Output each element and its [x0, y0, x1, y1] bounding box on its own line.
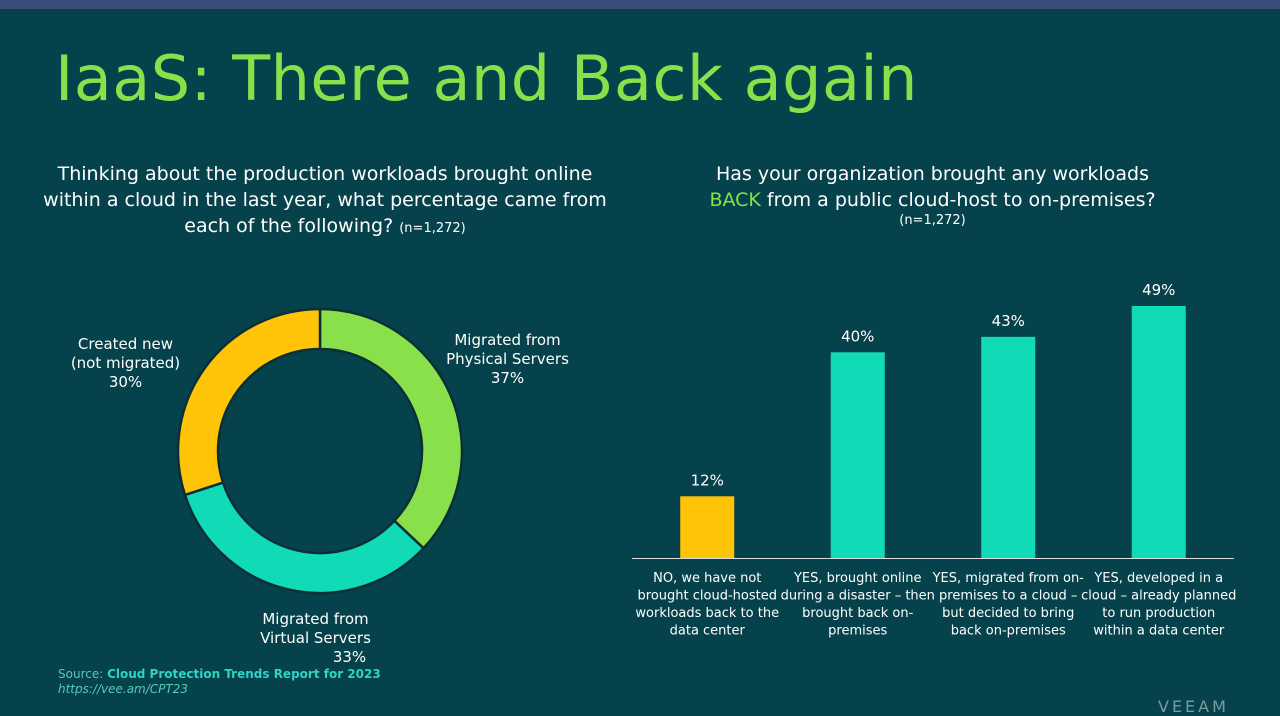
bar-category-label-2-line-1: YES, brought online: [793, 571, 922, 586]
bar-category-label-3-line-4: back on-premises: [951, 624, 1066, 639]
bar-category-label-3-line-2: premises to a cloud –: [939, 589, 1077, 604]
donut-label-physical-line2: Physical Servers: [446, 350, 569, 368]
bar-value-label-3: 43%: [992, 312, 1025, 330]
donut-slice-created: [176, 307, 322, 497]
donut-label-virtual-line2: Virtual Servers: [260, 629, 371, 647]
donut-label-physical: Migrated from Physical Servers 37%: [440, 331, 575, 388]
bar-value-label-2: 40%: [841, 327, 874, 345]
bar-4: [1131, 306, 1186, 558]
donut-slice-physical: [318, 307, 464, 550]
bar-category-label-4-line-3: to run production: [1102, 606, 1215, 621]
source-prefix: Source:: [58, 667, 108, 681]
right-question-accent: BACK: [709, 189, 761, 211]
donut-label-physical-pct: 37%: [490, 369, 525, 387]
bar-2: [830, 352, 885, 558]
right-question-line1: Has your organization brought any worklo…: [716, 163, 1149, 185]
source-note: Source: Cloud Protection Trends Report f…: [58, 667, 381, 697]
donut-label-created-pct: 30%: [108, 373, 143, 391]
donut-label-created-line2: (not migrated): [70, 354, 181, 372]
donut-slice-virtual: [183, 480, 426, 595]
source-url[interactable]: https://vee.am/CPT23: [58, 682, 188, 696]
donut-label-virtual: Migrated from Virtual Servers 33%: [248, 610, 383, 667]
bar-category-label-1-line-3: workloads back to the: [635, 606, 779, 621]
donut-label-virtual-line1: Migrated from: [262, 610, 369, 628]
left-question-text: Thinking about the production workloads …: [43, 163, 607, 237]
bar-category-label-3-line-1: YES, migrated from on-: [932, 571, 1085, 586]
bar-value-label-1: 12%: [691, 471, 724, 489]
donut-label-created-line1: Created new: [77, 335, 174, 353]
bar-chart: 12% NO, we have not brought cloud-hosted wo…: [632, 281, 1236, 639]
top-accent-bar: [0, 0, 1280, 9]
bar-category-label-1-line-2: brought cloud-hosted: [638, 589, 777, 604]
bar-category-label-1-line-1: NO, we have not: [653, 571, 761, 586]
bar-category-label-4-line-4: within a data center: [1093, 624, 1225, 639]
bar-category-label-4-line-2: cloud – already planned: [1081, 589, 1236, 604]
bar-category-label-4-line-1: YES, developed in a: [1093, 571, 1223, 586]
left-question: Thinking about the production workloads …: [40, 161, 610, 242]
donut-label-physical-line1: Migrated from: [454, 331, 561, 349]
source-report-name: Cloud Protection Trends Report for 2023: [107, 667, 381, 681]
bar-category-label-2-line-4: premises: [828, 624, 887, 639]
bar-category-label-2-line-2: during a disaster – then: [781, 589, 935, 604]
bar-category-label-2-line-3: brought back on-: [802, 606, 913, 621]
bar-value-label-4: 49%: [1142, 281, 1175, 299]
bar-3: [981, 336, 1036, 558]
bar-category-label-3-line-3: but decided to bring: [942, 606, 1074, 621]
right-question-sample-size: (n=1,272): [899, 213, 966, 228]
bar-category-label-1-line-4: data center: [670, 624, 746, 639]
donut-label-created: Created new (not migrated) 30%: [58, 335, 193, 392]
donut-label-virtual-pct: 33%: [332, 648, 367, 666]
right-question-line2: from a public cloud-host to on-premises?: [760, 189, 1156, 211]
right-question: Has your organization brought any worklo…: [660, 161, 1205, 229]
slide-title: IaaS: There and Back again: [55, 42, 918, 115]
donut-chart: [176, 307, 464, 595]
bar-1: [680, 496, 735, 558]
left-question-sample-size: (n=1,272): [399, 221, 466, 236]
